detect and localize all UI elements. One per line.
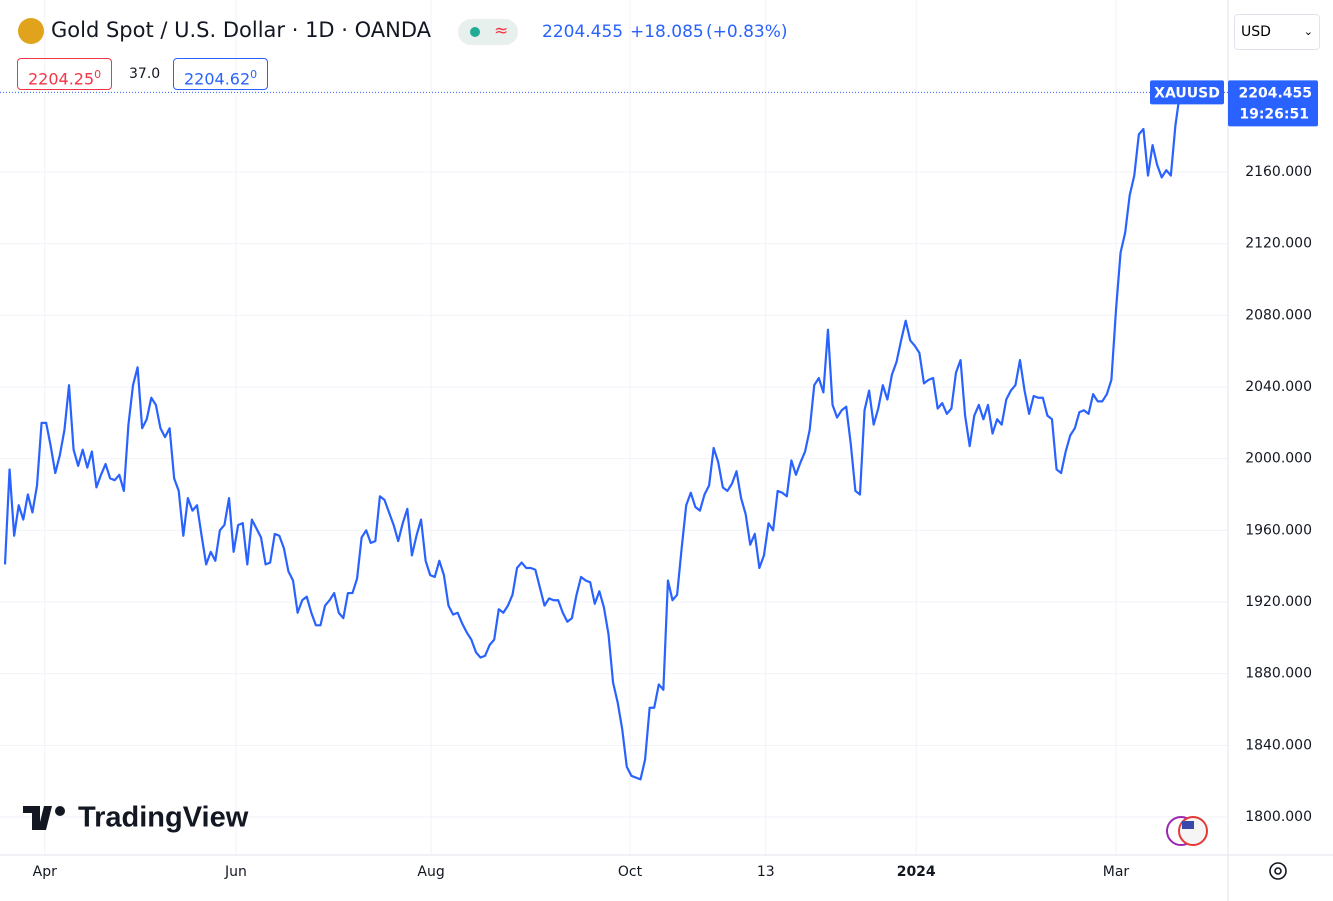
last-price: 2204.455 [542, 22, 624, 42]
y-tick-label: 2160.000 [1245, 164, 1312, 180]
y-tick-label: 2080.000 [1245, 307, 1312, 323]
y-tick-label: 1840.000 [1245, 737, 1312, 753]
x-tick-label: Aug [417, 864, 444, 880]
buy-button[interactable]: 2204.620 [173, 58, 269, 90]
symbol-label-box [1150, 80, 1224, 105]
ask-tail: 0 [250, 68, 258, 81]
x-tick-label: Oct [618, 864, 643, 880]
y-tick-label: 1800.000 [1245, 809, 1312, 825]
y-tick-label: 1960.000 [1245, 522, 1312, 538]
symbol-label: XAUUSD [1154, 85, 1220, 101]
symbol-icon [18, 18, 44, 44]
currency: USD [1241, 24, 1271, 40]
symbol-title: Gold Spot / U.S. Dollar · 1D · OANDA [51, 18, 432, 42]
price-label: 2204.455 [1238, 85, 1312, 101]
ask: 2204.62 [184, 69, 251, 89]
sell-button[interactable]: 2204.250 [17, 58, 113, 90]
change-percent: (+0.83%) [706, 22, 788, 42]
settings-icon[interactable] [1269, 862, 1287, 880]
x-tick-label: 13 [757, 864, 775, 880]
branding: TradingView [78, 802, 249, 834]
change: +18.085 [630, 22, 704, 42]
bid: 2204.25 [28, 69, 95, 89]
y-tick-label: 2120.000 [1245, 236, 1312, 252]
price-time: 19:26:51 [1239, 106, 1309, 122]
grid [0, 0, 1228, 855]
y-tick-label: 2040.000 [1245, 379, 1312, 395]
plot [0, 91, 1228, 781]
y-tick-label: 2000.000 [1245, 451, 1312, 467]
flag-canton [1182, 821, 1194, 829]
logo-mark [23, 806, 52, 830]
spread: 37.0 [129, 66, 161, 82]
y-tick-label: 1920.000 [1245, 594, 1312, 610]
bid-tail: 0 [94, 68, 102, 81]
x-tick-label: Apr [33, 864, 57, 880]
status-pill[interactable]: ≈ [458, 19, 518, 45]
y-tick-label: 1880.000 [1245, 666, 1312, 682]
price-line [3, 92, 1182, 781]
currency-select[interactable]: USD ⌄ [1234, 14, 1320, 50]
x-tick-label: Mar [1103, 864, 1130, 880]
logo-dot [55, 806, 65, 816]
x-tick-label: 2024 [897, 864, 936, 880]
logo: TradingView [23, 802, 249, 834]
price-label-box [1228, 80, 1318, 127]
x-tick-label: Jun [224, 864, 247, 880]
